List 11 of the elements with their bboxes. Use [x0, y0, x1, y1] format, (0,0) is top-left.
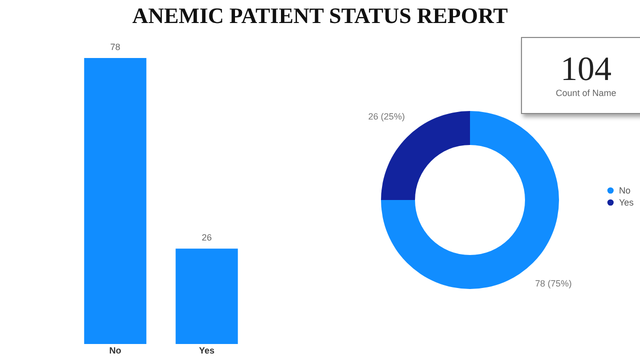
legend-label: Yes	[619, 198, 634, 208]
data-label: 104	[560, 51, 612, 88]
data-label: 26	[202, 232, 212, 243]
card-frame: 104 Count of Name	[521, 37, 640, 114]
text: ANEMIC PATIENT STATUS REPORT	[131, 3, 509, 29]
data-label: 78	[110, 42, 120, 52]
category-label: Count of Name	[554, 88, 618, 98]
donut-slice	[381, 111, 470, 200]
legend-label: No	[619, 186, 631, 196]
data-label: 26 (25%)	[368, 112, 405, 122]
data-label: 78 (75%)	[535, 278, 572, 288]
